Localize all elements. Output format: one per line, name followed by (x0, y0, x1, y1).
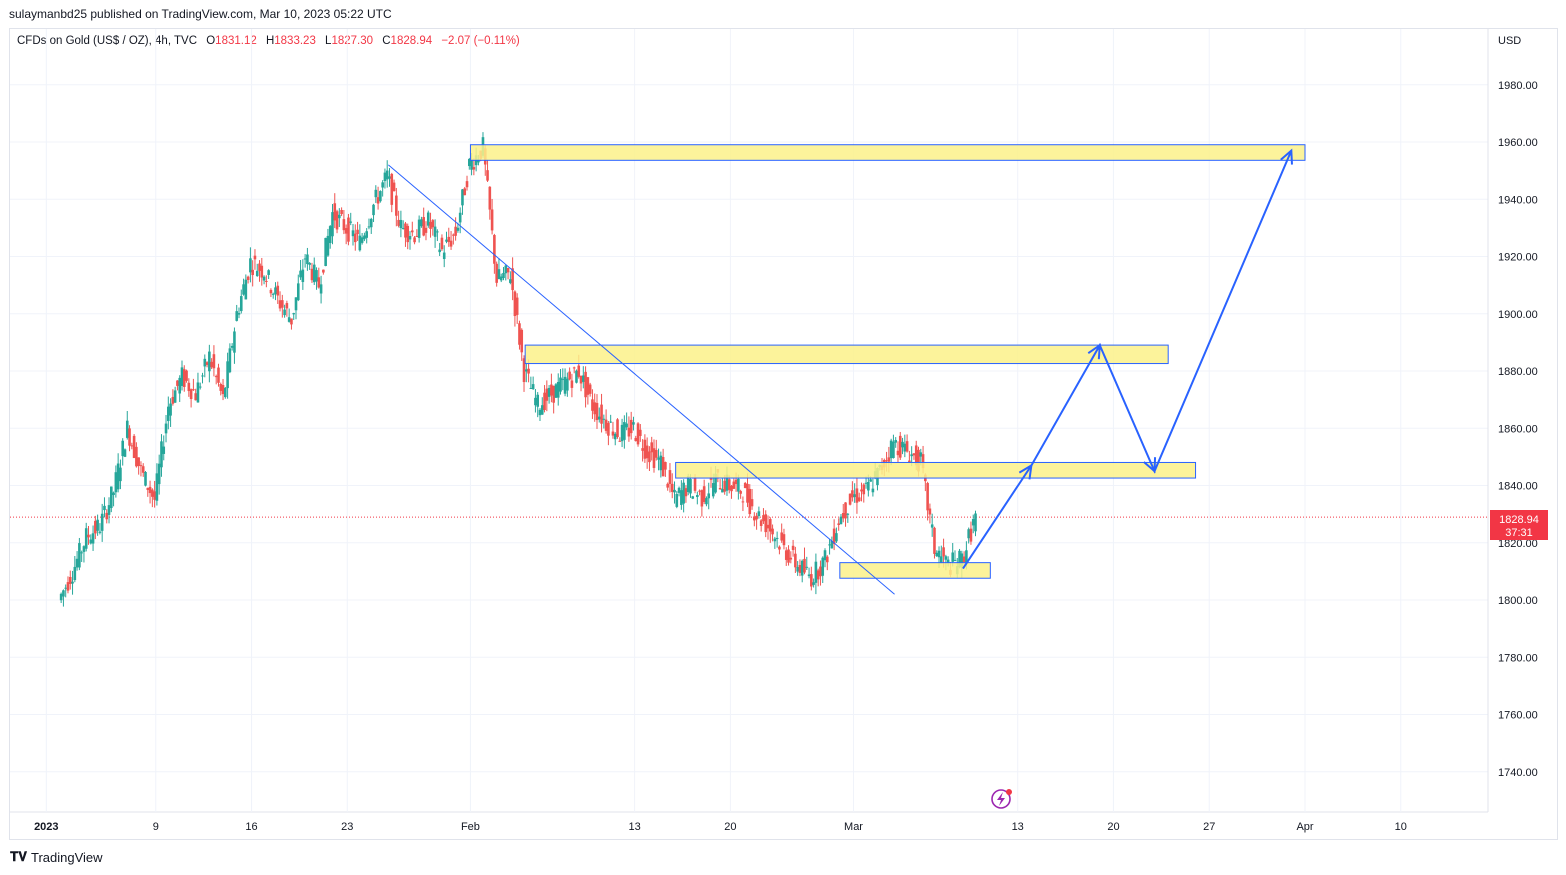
high-label: H (265, 35, 275, 47)
change-value: −2.07 (−0.11%) (441, 35, 520, 47)
open-label: O (206, 35, 216, 47)
open-value: 1831.12 (215, 35, 257, 47)
tradingview-logo-icon: 𝐓𝐕 (10, 849, 27, 864)
symbol-name[interactable]: CFDs on Gold (US$ / OZ), 4h, TVC (17, 35, 198, 47)
symbol-legend: CFDs on Gold (US$ / OZ), 4h, TVC O1831.1… (17, 35, 520, 47)
publisher-text: sulaymanbd25 published on TradingView.co… (9, 7, 392, 21)
low-label: L (325, 35, 332, 47)
close-value: 1828.94 (390, 35, 433, 47)
close-label: C (382, 35, 391, 47)
low-value: 1827.30 (331, 35, 374, 47)
brand-name: TradingView (31, 849, 103, 865)
footer-brand[interactable]: 𝐓𝐕 TradingView (10, 849, 103, 865)
chart-frame[interactable] (9, 28, 1558, 840)
high-value: 1833.23 (274, 35, 316, 47)
